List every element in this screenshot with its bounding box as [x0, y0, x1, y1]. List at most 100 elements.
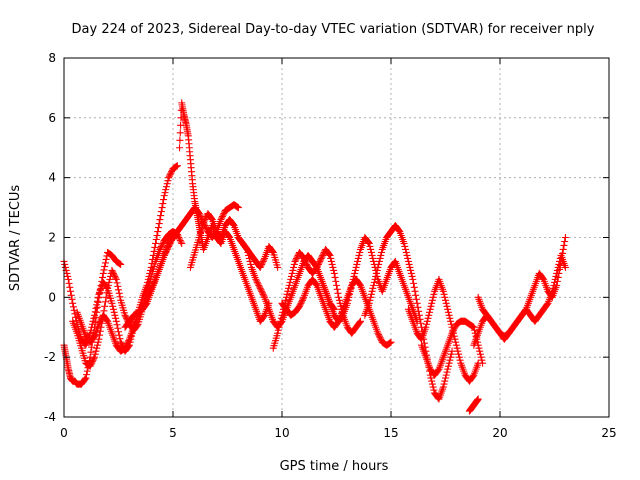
grid-layer	[64, 58, 609, 417]
data-point	[355, 251, 363, 259]
data-point	[81, 375, 89, 383]
data-point	[112, 314, 120, 322]
data-point	[168, 236, 176, 244]
data-point	[153, 232, 161, 240]
data-point	[368, 251, 376, 259]
data-point	[351, 269, 359, 277]
data-point	[367, 290, 375, 298]
data-point	[369, 254, 377, 262]
data-point	[165, 242, 173, 250]
data-point	[242, 244, 250, 252]
data-point	[296, 301, 304, 309]
data-point	[202, 225, 210, 233]
data-point	[161, 250, 169, 258]
y-tick-label: 0	[48, 290, 56, 304]
data-point	[428, 380, 436, 388]
data-point	[297, 299, 305, 307]
data-point	[176, 236, 184, 244]
data-point	[555, 260, 563, 268]
data-point	[277, 317, 285, 325]
data-point	[64, 272, 72, 280]
data-point	[346, 290, 354, 298]
data-point	[415, 311, 423, 319]
data-point	[152, 235, 160, 243]
data-point	[178, 239, 186, 247]
data-point	[114, 324, 122, 332]
data-point	[454, 347, 462, 355]
data-point	[234, 204, 242, 212]
data-point	[154, 224, 162, 232]
data-point	[166, 239, 174, 247]
data-point	[110, 271, 118, 279]
data-point	[291, 257, 299, 265]
data-point	[356, 248, 364, 256]
data-point	[105, 278, 113, 286]
data-point	[553, 266, 561, 274]
data-point	[423, 317, 431, 325]
data-point	[274, 263, 282, 271]
data-point	[90, 355, 98, 363]
data-point	[115, 328, 122, 336]
data-point	[427, 374, 435, 382]
data-point	[414, 303, 422, 311]
y-tick-label: 6	[48, 111, 56, 125]
data-point	[315, 259, 323, 267]
data-point	[246, 257, 254, 265]
x-tick-label: 5	[169, 426, 177, 440]
data-point	[446, 314, 454, 322]
data-point	[455, 353, 463, 361]
data-point	[166, 171, 174, 179]
data-point	[258, 259, 266, 267]
data-point	[372, 269, 380, 277]
data-point	[217, 216, 225, 224]
data-point	[372, 272, 380, 280]
data-point	[404, 257, 412, 265]
data-point	[160, 251, 168, 259]
data-point	[550, 281, 558, 289]
data-point	[95, 320, 103, 328]
data-point	[353, 260, 361, 268]
data-point	[115, 289, 123, 297]
series-sat-f	[176, 99, 273, 325]
data-point	[346, 287, 354, 295]
data-point	[113, 279, 121, 287]
data-point	[269, 247, 277, 255]
data-point	[285, 281, 293, 289]
data-point	[377, 251, 385, 259]
data-point	[375, 257, 383, 265]
data-point	[218, 214, 226, 222]
data-point	[155, 220, 163, 228]
data-point	[156, 245, 164, 253]
data-point	[371, 275, 379, 283]
data-point	[561, 263, 569, 271]
data-point	[356, 280, 364, 288]
data-point	[89, 356, 97, 364]
data-point	[476, 350, 484, 358]
data-point	[104, 284, 112, 292]
data-point	[110, 308, 118, 316]
data-point	[257, 262, 265, 270]
series-sat-m	[404, 275, 482, 385]
data-point	[82, 374, 90, 382]
data-point	[302, 259, 310, 267]
data-point	[452, 341, 460, 349]
series-sat-b	[60, 248, 125, 388]
data-point	[93, 308, 101, 316]
data-point	[245, 254, 253, 262]
data-point	[96, 331, 104, 339]
data-point	[122, 343, 130, 351]
data-point	[257, 286, 265, 294]
data-point	[439, 287, 447, 295]
data-point	[422, 323, 430, 331]
data-point	[162, 247, 170, 255]
data-point	[99, 269, 107, 277]
data-point	[258, 260, 266, 268]
data-point	[176, 235, 184, 243]
data-point	[282, 296, 290, 304]
data-point	[274, 329, 282, 337]
data-point	[442, 299, 450, 307]
data-point	[275, 323, 283, 331]
data-point	[96, 285, 104, 293]
data-point	[410, 283, 418, 291]
y-tick-label: -2	[44, 350, 56, 364]
